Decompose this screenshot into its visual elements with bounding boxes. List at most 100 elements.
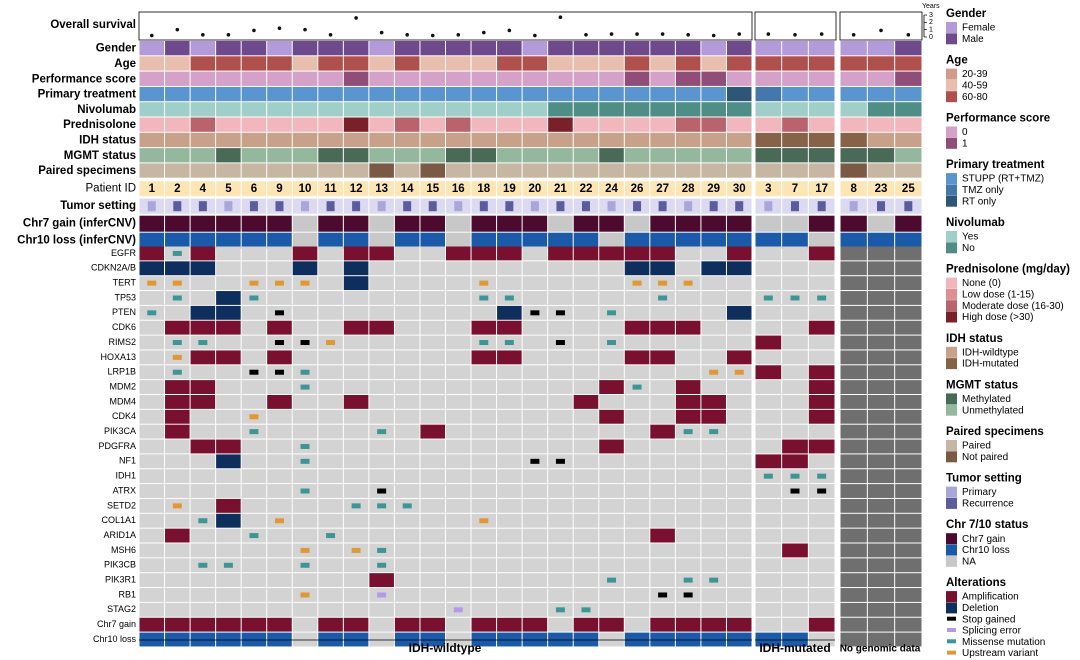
clinical-cell-ptx [840,86,867,102]
patient-id-21: 21 [554,183,567,195]
clinical-cell-age [650,56,675,71]
alteration-mark [658,592,668,598]
alteration-mark [701,395,726,409]
patient-id-cell [808,181,835,197]
patient-id-cell [573,181,599,197]
gene-label-pik3r1: PIK3R1 [105,575,136,585]
alteration-cell [599,350,624,365]
clinical-cell-nivo [782,102,808,117]
alteration-cell [292,469,318,484]
chr10-infercnv-cell [726,232,752,249]
legend-title: Nivolumab [946,217,1005,229]
alteration-cell [446,291,471,305]
alteration-cell [165,439,190,454]
alteration-cell [343,439,369,454]
alteration-mark [504,295,514,301]
legend-title: MGMT status [946,379,1018,391]
alteration-cell [165,558,190,573]
alteration-cell [548,261,573,276]
patient-id-6: 6 [251,183,257,195]
alteration-cell [216,276,241,291]
chr10-infercnv-cell [446,232,471,249]
alteration-mark [216,305,241,320]
patient-id-cell [548,181,573,197]
clinical-cell-perf [241,71,267,86]
alteration-cell [548,558,573,573]
alteration-cell [840,543,867,558]
chr7-infercnv-cell [624,215,650,232]
survival-point [660,32,665,36]
alteration-cell [471,261,497,276]
alteration-cell [471,543,497,558]
patient-id-cell [446,181,471,197]
alteration-cell [782,365,808,380]
alteration-cell [267,528,292,543]
alteration-mark [300,443,310,449]
alteration-cell [446,439,471,454]
alteration-mark [808,395,835,409]
legend-item: Female [962,23,996,34]
clinical-cell-gender [292,41,318,56]
alteration-cell [726,484,752,498]
clinical-cell-mgmt [650,148,675,163]
alteration-cell [267,484,292,498]
alteration-mark [369,320,394,335]
alteration-cell [318,305,343,320]
legend-title: Age [946,55,968,67]
clinical-cell-gender [808,41,835,56]
alteration-cell [573,558,599,573]
clinical-cell-mgmt [840,148,867,163]
alteration-mark [190,305,216,320]
clinical-cell-paired [840,163,867,178]
alteration-mark [249,295,259,301]
alteration-cell [867,261,895,276]
gene-label-nf1: NF1 [119,456,136,466]
clinical-cell-perf [755,71,782,86]
alteration-mark [709,369,719,375]
patient-id-25: 25 [902,183,915,195]
clinical-cell-paired [675,163,701,178]
clinical-cell-pred [782,117,808,132]
gene-label-stag2: STAG2 [107,604,136,614]
patient-id-8: 8 [850,183,857,195]
alteration-mark [249,414,259,420]
alteration-mark [165,424,190,439]
alteration-cell [701,543,726,558]
alteration-cell [241,395,267,409]
clinical-cell-perf [548,71,573,86]
alteration-mark [420,424,445,439]
clinical-cell-gender [241,41,267,56]
alteration-cell [394,424,420,439]
alteration-cell [840,602,867,617]
legend-item: Paired [962,441,991,452]
alteration-cell [497,276,522,291]
gene-label-chr7-gain: Chr7 gain [97,619,136,629]
alteration-cell [867,528,895,543]
patient-id-11: 11 [324,183,337,195]
clinical-cell-perf [267,71,292,86]
legend-swatch [946,288,957,300]
alteration-mark [249,533,259,539]
alteration-cell [573,632,599,647]
alteration-cell [782,632,808,647]
clinical-cell-mgmt [394,148,420,163]
alteration-mark [726,261,752,276]
alteration-cell [446,365,471,380]
alteration-cell [394,380,420,394]
alteration-cell [369,261,394,276]
alteration-mark [479,280,489,286]
alteration-mark [504,340,514,346]
patient-id-cell [139,181,165,197]
chr7-infercnv-cell [318,215,343,232]
alteration-cell [840,513,867,528]
clinical-cell-paired [190,163,216,178]
clinical-cell-pred [343,117,369,132]
clinical-cell-nivo [573,102,599,117]
clinical-cell-age [895,56,922,71]
clinical-cell-gender [190,41,216,56]
clinical-cell-perf [675,71,701,86]
alteration-cell [840,469,867,484]
alteration-cell [840,395,867,409]
gene-label-col1a1: COL1A1 [101,515,136,525]
alteration-cell [446,261,471,276]
